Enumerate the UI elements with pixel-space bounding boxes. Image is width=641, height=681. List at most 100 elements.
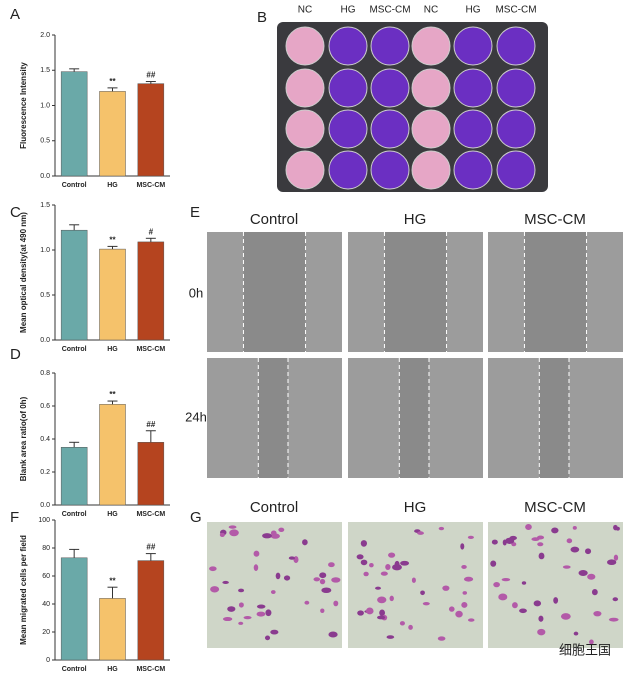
cell: [572, 526, 577, 530]
cell: [262, 533, 272, 539]
cell: [302, 539, 308, 546]
wound-gap: [399, 358, 429, 478]
y-axis-label: Fluorescence Intensity: [19, 62, 28, 149]
cell: [593, 610, 602, 617]
cell: [455, 610, 463, 618]
cell: [553, 597, 559, 604]
cell: [333, 600, 339, 607]
cell: [538, 615, 544, 622]
y-tick-label: 20: [42, 629, 50, 636]
cell: [613, 524, 618, 531]
cell: [607, 559, 617, 566]
cell: [243, 615, 252, 620]
bar: [99, 248, 126, 341]
transwell-image: [348, 522, 483, 648]
cell: [570, 546, 580, 553]
y-tick-label: 1.0: [40, 247, 50, 254]
cell: [589, 639, 594, 645]
y-tick-label: 0.0: [40, 502, 50, 509]
cell: [612, 597, 619, 602]
cell: [328, 562, 335, 568]
y-tick-label: 1.5: [40, 67, 50, 74]
bar: [137, 442, 165, 506]
cell: [377, 615, 386, 620]
cell: [521, 581, 527, 585]
bar: [60, 557, 88, 661]
y-tick-label: 0.0: [40, 337, 50, 344]
cell: [328, 631, 338, 638]
x-tick-label: Control: [62, 511, 87, 518]
cell: [377, 596, 387, 604]
x-tick-label: MSC-CM: [136, 346, 165, 353]
panel-label: D: [10, 346, 21, 363]
y-axis-label: Mean migrated cells per field: [19, 535, 28, 645]
cell: [505, 537, 515, 544]
cell: [461, 601, 468, 608]
cell: [228, 525, 237, 529]
cell: [331, 577, 341, 583]
cell: [490, 560, 497, 567]
cell: [222, 580, 229, 584]
plate-label: MSC-CM: [495, 5, 536, 16]
x-tick-label: MSC-CM: [136, 666, 165, 673]
cell: [408, 624, 413, 630]
bar: [60, 229, 88, 341]
well: [496, 26, 536, 66]
cell: [608, 617, 619, 622]
cell: [591, 589, 598, 596]
cell: [380, 571, 388, 576]
cell: [388, 552, 396, 558]
well: [328, 68, 368, 108]
cell: [531, 537, 540, 542]
significance-label: #: [149, 227, 154, 236]
cell: [283, 575, 291, 581]
well: [285, 150, 325, 190]
cell: [613, 554, 619, 561]
cell: [562, 565, 571, 569]
cell: [417, 531, 424, 535]
well: [496, 150, 536, 190]
cell: [422, 601, 430, 606]
cell: [467, 535, 474, 540]
y-tick-label: 60: [42, 573, 50, 580]
x-tick-label: HG: [107, 346, 118, 353]
cell: [360, 540, 368, 547]
cell: [537, 542, 544, 547]
cell: [537, 628, 546, 636]
column-label: Control: [250, 211, 298, 228]
y-tick-label: 2.0: [40, 32, 50, 39]
micrographs: [207, 232, 623, 648]
wound-gap: [384, 232, 447, 352]
cell: [512, 602, 518, 609]
cell: [270, 590, 276, 595]
cell: [264, 635, 271, 641]
cell: [491, 539, 498, 545]
cell: [573, 631, 579, 636]
cell: [411, 577, 416, 583]
cell: [319, 572, 327, 579]
well: [328, 150, 368, 190]
cell: [270, 530, 277, 536]
cell: [578, 570, 588, 576]
x-tick-label: HG: [107, 182, 118, 189]
cell: [448, 606, 455, 612]
y-tick-label: 1.0: [40, 102, 50, 109]
y-tick-label: 0.4: [40, 436, 50, 443]
y-tick-label: 0.8: [40, 370, 50, 377]
y-tick-label: 0: [46, 657, 50, 664]
cell: [493, 582, 500, 588]
well: [496, 68, 536, 108]
cell: [585, 548, 592, 555]
cell: [238, 602, 244, 608]
cell: [363, 571, 369, 577]
panel-label: B: [257, 9, 267, 26]
wound-gap: [539, 358, 569, 478]
plate-label: HG: [341, 5, 356, 16]
well: [453, 150, 493, 190]
cell: [442, 585, 450, 591]
plate-label: MSC-CM: [369, 5, 410, 16]
cell: [222, 616, 233, 622]
bar: [99, 91, 126, 177]
plate-wells: [285, 26, 536, 190]
